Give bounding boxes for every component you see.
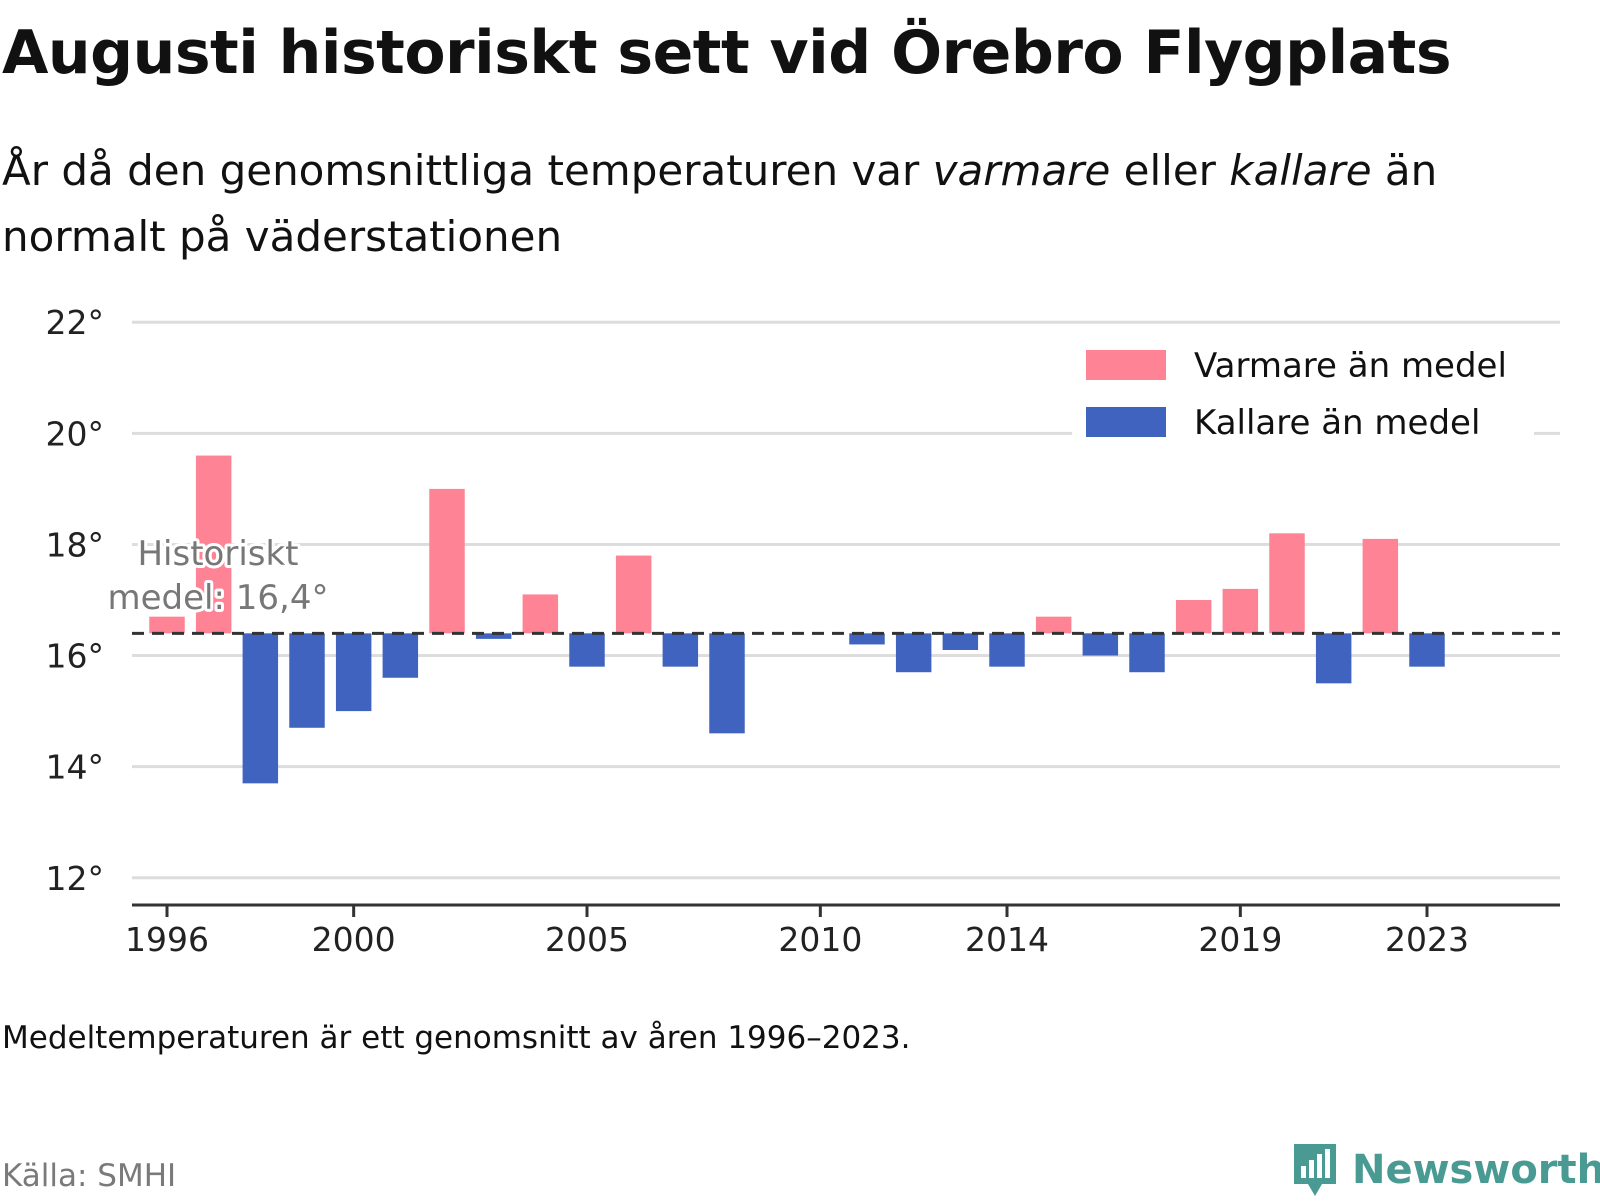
bar-2023 (1409, 633, 1445, 667)
baseline-label: Historiskt (137, 534, 298, 574)
newsworthy-logo-icon (1294, 1144, 1336, 1196)
y-tick-label: 22° (46, 303, 105, 342)
bar-2007 (662, 633, 699, 667)
legend-label-warm: Varmare än medel (1194, 346, 1507, 386)
bar-2002 (429, 488, 465, 634)
bar-2022 (1362, 538, 1399, 634)
y-tick-label: 12° (46, 859, 105, 898)
legend-swatch-warm (1086, 350, 1166, 380)
legend-swatch-cold (1086, 407, 1166, 437)
bar-2015 (1035, 616, 1072, 634)
bar-1997 (195, 455, 232, 634)
subtitle-part-3: än normalt på väderstationen (2, 146, 1438, 261)
x-tick-label: 2010 (778, 920, 862, 959)
bar-2019 (1222, 588, 1259, 634)
bar-2001 (382, 633, 419, 678)
bar-1996 (149, 616, 185, 634)
chart-title: Augusti historiskt sett vid Örebro Flygp… (2, 18, 1452, 88)
x-tick-label: 2014 (965, 920, 1049, 959)
bar-2008 (709, 633, 745, 734)
bar-1998 (242, 633, 279, 784)
footnote: Medeltemperaturen är ett genomsnitt av å… (2, 1020, 911, 1056)
legend-label-cold: Kallare än medel (1194, 403, 1480, 443)
x-tick-label: 2005 (545, 920, 629, 959)
bar-2000 (335, 633, 372, 712)
bar-2013 (942, 633, 979, 650)
bar-2005 (569, 633, 605, 667)
axes: 12° 14° 16° 18° 20° 22° 1996 2000 2005 2010 2014 20… (46, 303, 1560, 959)
legend: Varmare än medel Kallare än medel (1072, 336, 1534, 448)
bar-2014 (989, 633, 1025, 667)
bar-2006 (615, 555, 652, 634)
y-tick-label: 18° (46, 525, 105, 564)
baseline-label: medel: 16,4° (108, 578, 329, 618)
bar-2012 (895, 633, 932, 673)
bar-2016 (1082, 633, 1119, 656)
x-tick-label: 2000 (312, 920, 396, 959)
brand-name: Newsworthy (1352, 1147, 1600, 1193)
x-tick-label: 2019 (1198, 920, 1282, 959)
subtitle-part-1: År då den genomsnittliga temperaturen va… (2, 146, 933, 195)
bar-2020 (1269, 533, 1305, 634)
x-tick-label: 2023 (1385, 920, 1469, 959)
bar-2018 (1175, 600, 1212, 634)
subtitle-part-2: eller (1110, 146, 1230, 195)
y-tick-label: 16° (46, 637, 105, 676)
bar-2003 (475, 633, 512, 639)
bars (149, 455, 1445, 784)
bar-2011 (849, 633, 885, 645)
bar-2004 (522, 594, 559, 634)
y-tick-label: 14° (46, 748, 105, 787)
bar-2021 (1315, 633, 1352, 684)
x-tick-label: 1996 (125, 920, 209, 959)
bar-1999 (289, 633, 325, 728)
bar-2017 (1129, 633, 1165, 673)
chart-subtitle: År då den genomsnittliga temperaturen va… (2, 138, 1562, 270)
subtitle-cold-word: kallare (1229, 146, 1372, 195)
y-tick-label: 20° (46, 414, 105, 453)
subtitle-warm-word: varmare (932, 146, 1111, 195)
brand[interactable]: Newsworthy (1290, 1138, 1600, 1202)
source-note: Källa: SMHI (2, 1158, 177, 1194)
